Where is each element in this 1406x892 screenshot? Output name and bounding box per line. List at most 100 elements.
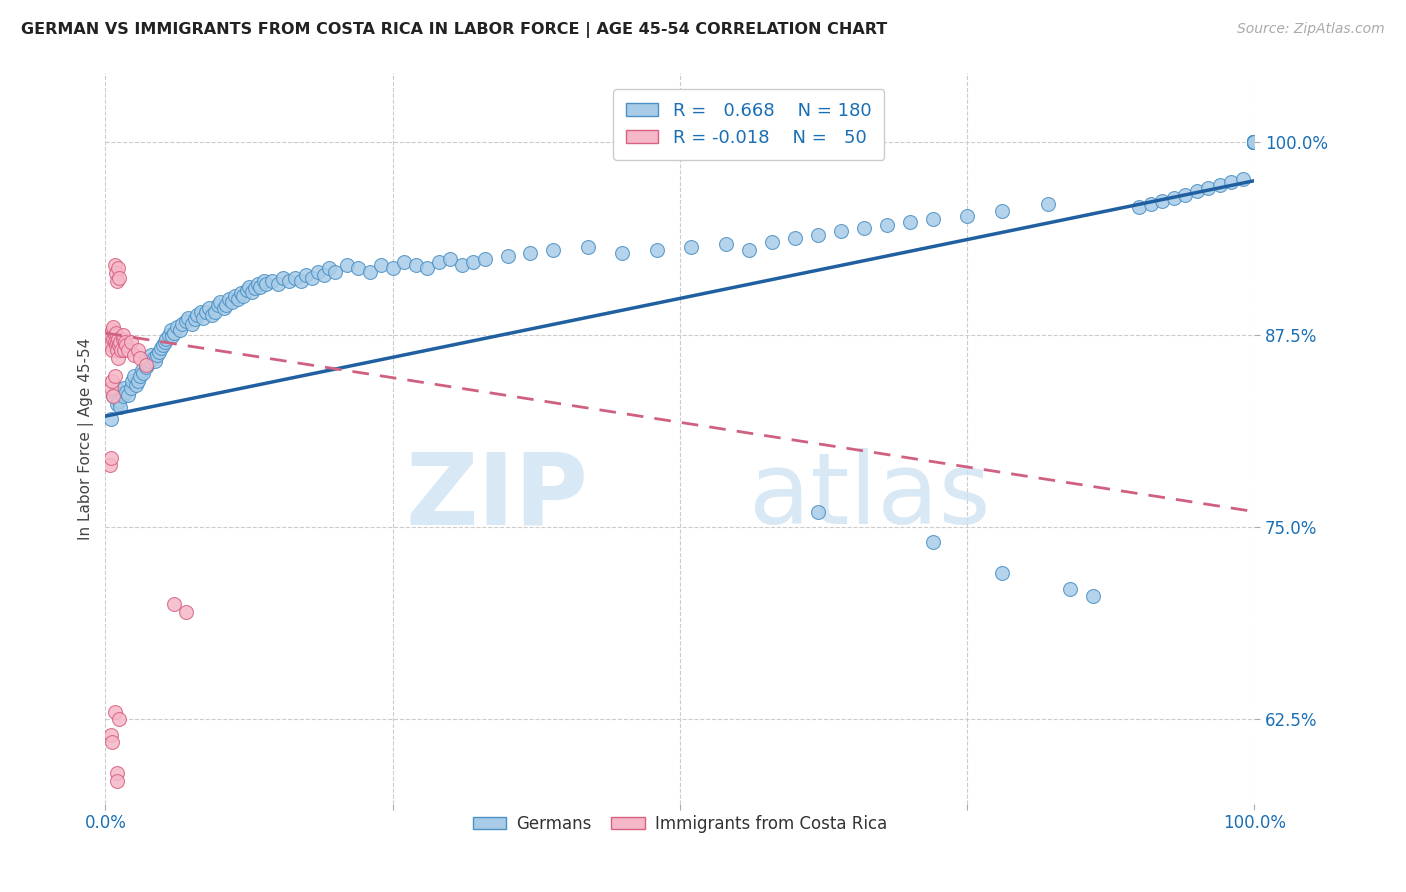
Point [427,255,450,269]
Point [166,319,188,334]
Point [1243,135,1265,149]
Point [1243,135,1265,149]
Point [238,280,260,294]
Point [142,351,165,365]
Point [117,387,139,401]
Point [146,348,169,362]
Point [221,295,243,310]
Point [108,393,131,408]
Point [1243,135,1265,149]
Point [101,374,124,388]
Point [111,389,134,403]
Point [104,338,127,352]
Point [111,327,134,342]
Point [990,566,1012,581]
Point [103,369,125,384]
Point [108,712,131,726]
Point [103,389,125,403]
Point [1152,194,1174,208]
Point [103,319,125,334]
Point [1243,135,1265,149]
Point [1243,135,1265,149]
Point [576,240,599,254]
Text: ZIP: ZIP [405,449,588,546]
Point [359,264,381,278]
Point [105,335,128,350]
Point [195,304,218,318]
Point [114,335,136,350]
Point [169,323,191,337]
Point [1243,135,1265,149]
Point [1243,135,1265,149]
Point [318,261,340,276]
Point [1243,135,1265,149]
Point [323,264,346,278]
Point [104,266,127,280]
Point [229,286,252,301]
Point [209,295,232,310]
Point [141,348,163,362]
Point [1243,135,1265,149]
Point [807,505,830,519]
Point [128,351,150,365]
Text: atlas: atlas [749,449,990,546]
Point [1243,135,1265,149]
Point [1243,135,1265,149]
Point [104,326,127,340]
Y-axis label: In Labor Force | Age 45-54: In Labor Force | Age 45-54 [79,337,94,540]
Point [249,280,271,294]
Point [242,285,264,299]
Point [1243,135,1265,149]
Point [110,400,132,414]
Point [1243,135,1265,149]
Point [852,221,875,235]
Point [127,374,149,388]
Point [149,342,172,356]
Point [898,215,921,229]
Point [125,378,148,392]
Point [1243,135,1265,149]
Point [98,332,121,346]
Point [1220,175,1243,189]
Point [180,317,202,331]
Point [543,243,565,257]
Point [1243,135,1265,149]
Point [120,335,142,350]
Point [112,343,135,357]
Point [1243,135,1265,149]
Point [155,332,177,346]
Point [284,270,307,285]
Point [392,255,415,269]
Point [235,283,257,297]
Point [761,235,783,250]
Point [136,357,159,371]
Point [254,277,277,291]
Point [1243,135,1265,149]
Point [347,261,370,276]
Point [1232,172,1254,186]
Point [148,344,170,359]
Point [128,369,150,384]
Point [461,255,484,269]
Point [312,268,335,282]
Point [260,274,283,288]
Point [212,301,235,316]
Point [1243,135,1265,149]
Point [1243,135,1265,149]
Point [131,363,153,377]
Point [153,335,176,350]
Point [1243,135,1265,149]
Point [1243,135,1265,149]
Point [135,359,157,374]
Point [496,249,519,263]
Point [307,264,329,278]
Point [108,270,131,285]
Point [416,261,439,276]
Point [105,274,128,288]
Point [120,381,142,395]
Point [111,332,134,346]
Point [191,310,214,325]
Point [273,270,295,285]
Point [290,274,312,288]
Point [97,335,120,350]
